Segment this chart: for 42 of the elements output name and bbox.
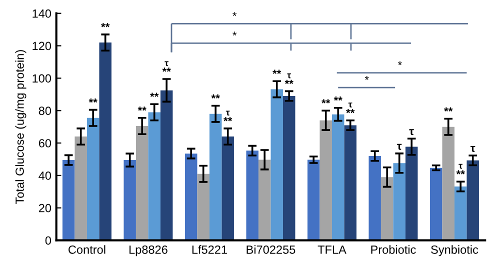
- annotation: τ: [226, 110, 230, 116]
- x-tick-label: Bi702255: [246, 245, 296, 254]
- annotation: **: [272, 70, 282, 74]
- annotation: **: [224, 117, 232, 122]
- annotation: **: [150, 92, 159, 97]
- annotation: τ: [396, 144, 402, 150]
- annotation: τ: [348, 102, 352, 108]
- annotation: τ: [409, 129, 414, 136]
- y-tick-label: 80: [38, 106, 52, 116]
- y-axis-title: Total Glucose (ug/mg protein): [15, 50, 26, 204]
- annotation: *: [398, 61, 402, 66]
- annotation: **: [101, 23, 110, 28]
- annotation: τ: [458, 164, 462, 169]
- annotation: **: [346, 109, 355, 114]
- annotation: *: [232, 32, 237, 36]
- x-tick-label: TFLA: [318, 246, 346, 254]
- annotation: τ: [287, 73, 291, 78]
- annotation: *: [364, 76, 369, 80]
- y-tick-label: 140: [32, 9, 52, 18]
- annotation: **: [456, 170, 465, 174]
- y-tick-label: 100: [32, 74, 52, 83]
- annotation: **: [88, 98, 98, 103]
- annotation: **: [162, 68, 171, 72]
- x-tick-label: Lf5221: [192, 245, 227, 254]
- y-tick-label: 20: [38, 204, 52, 212]
- x-tick-label: Synbiotic: [431, 245, 478, 256]
- annotation: **: [322, 99, 330, 104]
- annotation: τ: [164, 61, 168, 66]
- x-tick-label: Lp8826: [130, 245, 168, 256]
- y-tick-label: 40: [38, 171, 52, 180]
- x-tick-label: Probiotic: [371, 245, 416, 254]
- y-tick-label: 60: [38, 139, 52, 148]
- x-tick-label: Control: [68, 245, 106, 254]
- annotation: **: [284, 80, 294, 84]
- annotation: **: [334, 96, 342, 101]
- annotation: **: [138, 106, 146, 111]
- annotation: **: [211, 94, 220, 99]
- y-tick-label: 0: [45, 236, 52, 245]
- y-tick-label: 120: [32, 42, 52, 50]
- annotation: **: [444, 107, 453, 112]
- annotation: τ: [470, 146, 476, 152]
- annotation: *: [232, 12, 237, 16]
